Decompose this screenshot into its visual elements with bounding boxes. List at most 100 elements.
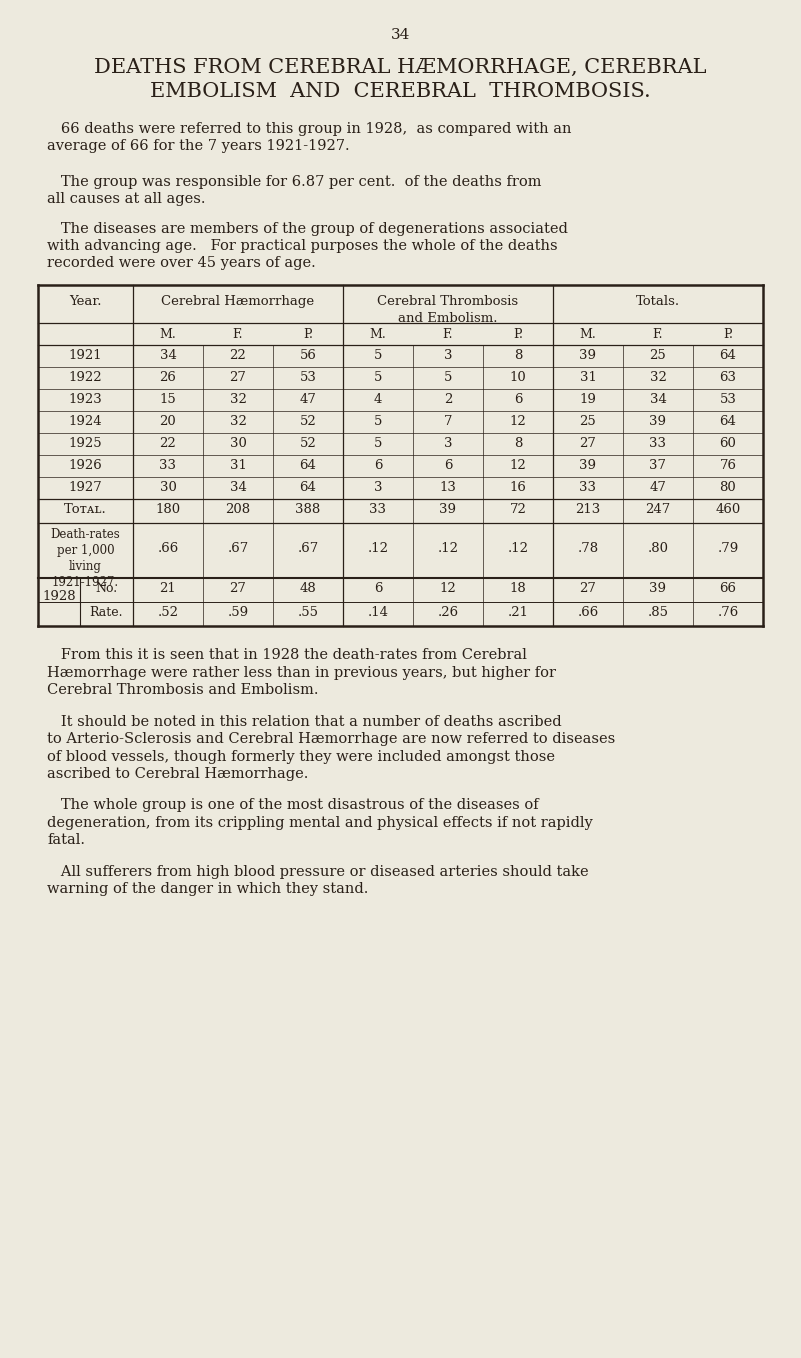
Text: with advancing age.   For practical purposes the whole of the deaths: with advancing age. For practical purpos… bbox=[47, 239, 557, 253]
Text: 1923: 1923 bbox=[69, 392, 103, 406]
Text: 6: 6 bbox=[513, 392, 522, 406]
Text: 1922: 1922 bbox=[69, 371, 103, 384]
Text: 208: 208 bbox=[225, 502, 251, 516]
Text: 33: 33 bbox=[369, 502, 387, 516]
Text: Totals.: Totals. bbox=[636, 295, 680, 308]
Text: 25: 25 bbox=[650, 349, 666, 363]
Text: No.: No. bbox=[95, 583, 118, 595]
Text: 31: 31 bbox=[580, 371, 597, 384]
Text: 1928: 1928 bbox=[42, 589, 76, 603]
Text: P.: P. bbox=[303, 329, 313, 341]
Text: 27: 27 bbox=[230, 371, 247, 384]
Text: 3: 3 bbox=[444, 349, 453, 363]
Text: P.: P. bbox=[723, 329, 733, 341]
Text: 34: 34 bbox=[650, 392, 666, 406]
Text: .76: .76 bbox=[718, 606, 739, 619]
Text: 180: 180 bbox=[155, 502, 180, 516]
Text: 5: 5 bbox=[374, 371, 382, 384]
Text: 52: 52 bbox=[300, 416, 316, 428]
Text: 5: 5 bbox=[374, 349, 382, 363]
Text: 6: 6 bbox=[444, 459, 453, 473]
Text: 27: 27 bbox=[580, 583, 597, 595]
Text: 33: 33 bbox=[650, 437, 666, 449]
Text: 52: 52 bbox=[300, 437, 316, 449]
Text: 76: 76 bbox=[719, 459, 736, 473]
Text: 18: 18 bbox=[509, 583, 526, 595]
Text: 19: 19 bbox=[580, 392, 597, 406]
Text: Cerebral Thrombosis: Cerebral Thrombosis bbox=[377, 295, 518, 308]
Text: 3: 3 bbox=[374, 481, 382, 494]
Text: .79: .79 bbox=[718, 542, 739, 555]
Text: 64: 64 bbox=[300, 481, 316, 494]
Text: all causes at all ages.: all causes at all ages. bbox=[47, 191, 206, 206]
Text: 1926: 1926 bbox=[69, 459, 103, 473]
Text: 6: 6 bbox=[374, 583, 382, 595]
Text: 1921: 1921 bbox=[69, 349, 103, 363]
Text: 13: 13 bbox=[440, 481, 457, 494]
Text: From this it is seen that in 1928 the death-rates from Cerebral: From this it is seen that in 1928 the de… bbox=[47, 648, 527, 661]
Text: 3: 3 bbox=[444, 437, 453, 449]
Text: 247: 247 bbox=[646, 502, 670, 516]
Text: 39: 39 bbox=[579, 349, 597, 363]
Text: DEATHS FROM CEREBRAL HÆMORRHAGE, CEREBRAL: DEATHS FROM CEREBRAL HÆMORRHAGE, CEREBRA… bbox=[95, 58, 706, 77]
Text: M.: M. bbox=[580, 329, 597, 341]
Text: 12: 12 bbox=[509, 459, 526, 473]
Text: It should be noted in this relation that a number of deaths ascribed: It should be noted in this relation that… bbox=[47, 714, 562, 728]
Text: 15: 15 bbox=[159, 392, 176, 406]
Text: Tᴏᴛᴀʟ.: Tᴏᴛᴀʟ. bbox=[64, 502, 107, 516]
Text: 31: 31 bbox=[230, 459, 247, 473]
Text: F.: F. bbox=[653, 329, 663, 341]
Text: 4: 4 bbox=[374, 392, 382, 406]
Text: 5: 5 bbox=[374, 416, 382, 428]
Text: 66: 66 bbox=[719, 583, 736, 595]
Text: and Embolism.: and Embolism. bbox=[398, 312, 497, 325]
Text: The group was responsible for 6.87 per cent.  of the deaths from: The group was responsible for 6.87 per c… bbox=[47, 175, 541, 189]
Text: .66: .66 bbox=[157, 542, 179, 555]
Text: 47: 47 bbox=[650, 481, 666, 494]
Text: .67: .67 bbox=[227, 542, 248, 555]
Text: fatal.: fatal. bbox=[47, 834, 85, 847]
Text: 32: 32 bbox=[650, 371, 666, 384]
Text: .21: .21 bbox=[508, 606, 529, 619]
Text: 22: 22 bbox=[159, 437, 176, 449]
Text: 5: 5 bbox=[444, 371, 453, 384]
Text: 39: 39 bbox=[650, 416, 666, 428]
Text: 33: 33 bbox=[159, 459, 176, 473]
Text: 56: 56 bbox=[300, 349, 316, 363]
Text: 80: 80 bbox=[719, 481, 736, 494]
Text: .67: .67 bbox=[297, 542, 319, 555]
Text: 39: 39 bbox=[650, 583, 666, 595]
Text: Cerebral Thrombosis and Embolism.: Cerebral Thrombosis and Embolism. bbox=[47, 683, 319, 697]
Text: EMBOLISM  AND  CEREBRAL  THROMBOSIS.: EMBOLISM AND CEREBRAL THROMBOSIS. bbox=[150, 81, 651, 100]
Text: .55: .55 bbox=[297, 606, 319, 619]
Text: 39: 39 bbox=[579, 459, 597, 473]
Text: 460: 460 bbox=[715, 502, 741, 516]
Text: .66: .66 bbox=[578, 606, 598, 619]
Text: F.: F. bbox=[233, 329, 244, 341]
Text: .85: .85 bbox=[647, 606, 669, 619]
Text: 213: 213 bbox=[575, 502, 601, 516]
Text: 16: 16 bbox=[509, 481, 526, 494]
Text: 5: 5 bbox=[374, 437, 382, 449]
Text: 25: 25 bbox=[580, 416, 597, 428]
Text: 33: 33 bbox=[579, 481, 597, 494]
Text: 47: 47 bbox=[300, 392, 316, 406]
Text: 1925: 1925 bbox=[69, 437, 103, 449]
Text: Year.: Year. bbox=[69, 295, 102, 308]
Text: 32: 32 bbox=[230, 416, 247, 428]
Text: 53: 53 bbox=[300, 371, 316, 384]
Text: 26: 26 bbox=[159, 371, 176, 384]
Text: 7: 7 bbox=[444, 416, 453, 428]
Text: 12: 12 bbox=[509, 416, 526, 428]
Text: of blood vessels, though formerly they were included amongst those: of blood vessels, though formerly they w… bbox=[47, 750, 555, 763]
Text: M.: M. bbox=[159, 329, 176, 341]
Text: P.: P. bbox=[513, 329, 523, 341]
Text: .12: .12 bbox=[508, 542, 529, 555]
Text: recorded were over 45 years of age.: recorded were over 45 years of age. bbox=[47, 257, 316, 270]
Text: average of 66 for the 7 years 1921-1927.: average of 66 for the 7 years 1921-1927. bbox=[47, 139, 349, 153]
Text: 8: 8 bbox=[513, 437, 522, 449]
Text: .80: .80 bbox=[647, 542, 669, 555]
Text: 27: 27 bbox=[580, 437, 597, 449]
Text: 22: 22 bbox=[230, 349, 247, 363]
Text: 72: 72 bbox=[509, 502, 526, 516]
